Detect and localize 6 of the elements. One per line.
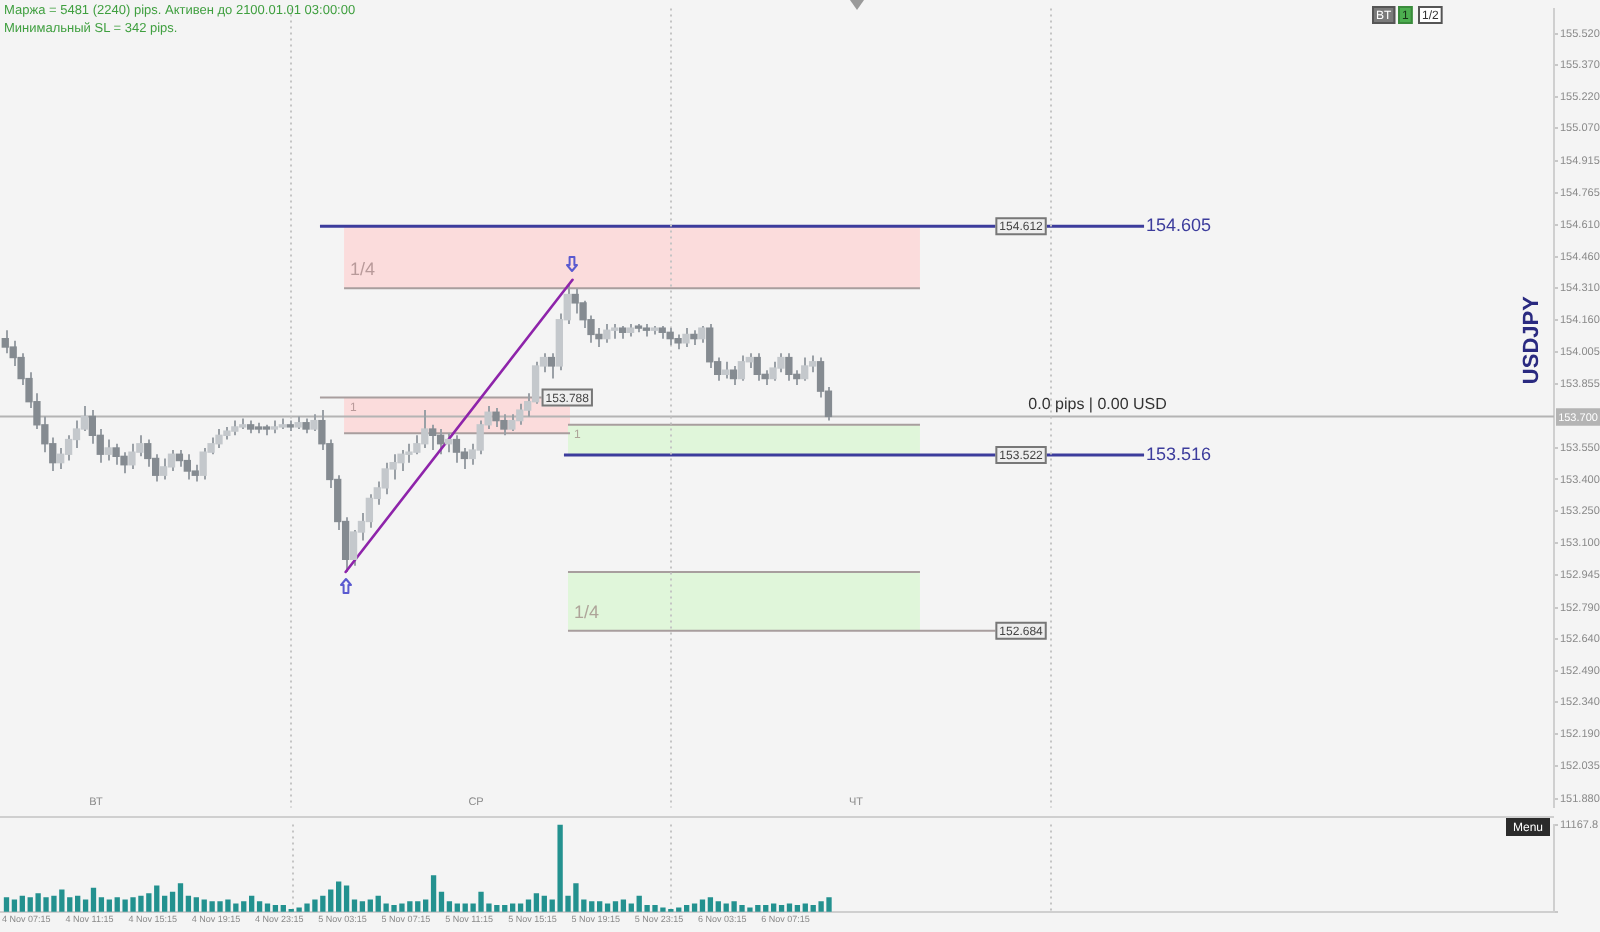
ref-line-label: 153.516 [1146,444,1212,465]
band-label: 1/4 [573,601,600,622]
band-label: 1/4 [350,259,376,280]
ref-line-label: 154.605 [1146,215,1212,236]
annotation: 0.0 pips | 0.00 USD [1028,394,1168,413]
y-axis-title: USDJPY [1520,294,1545,385]
